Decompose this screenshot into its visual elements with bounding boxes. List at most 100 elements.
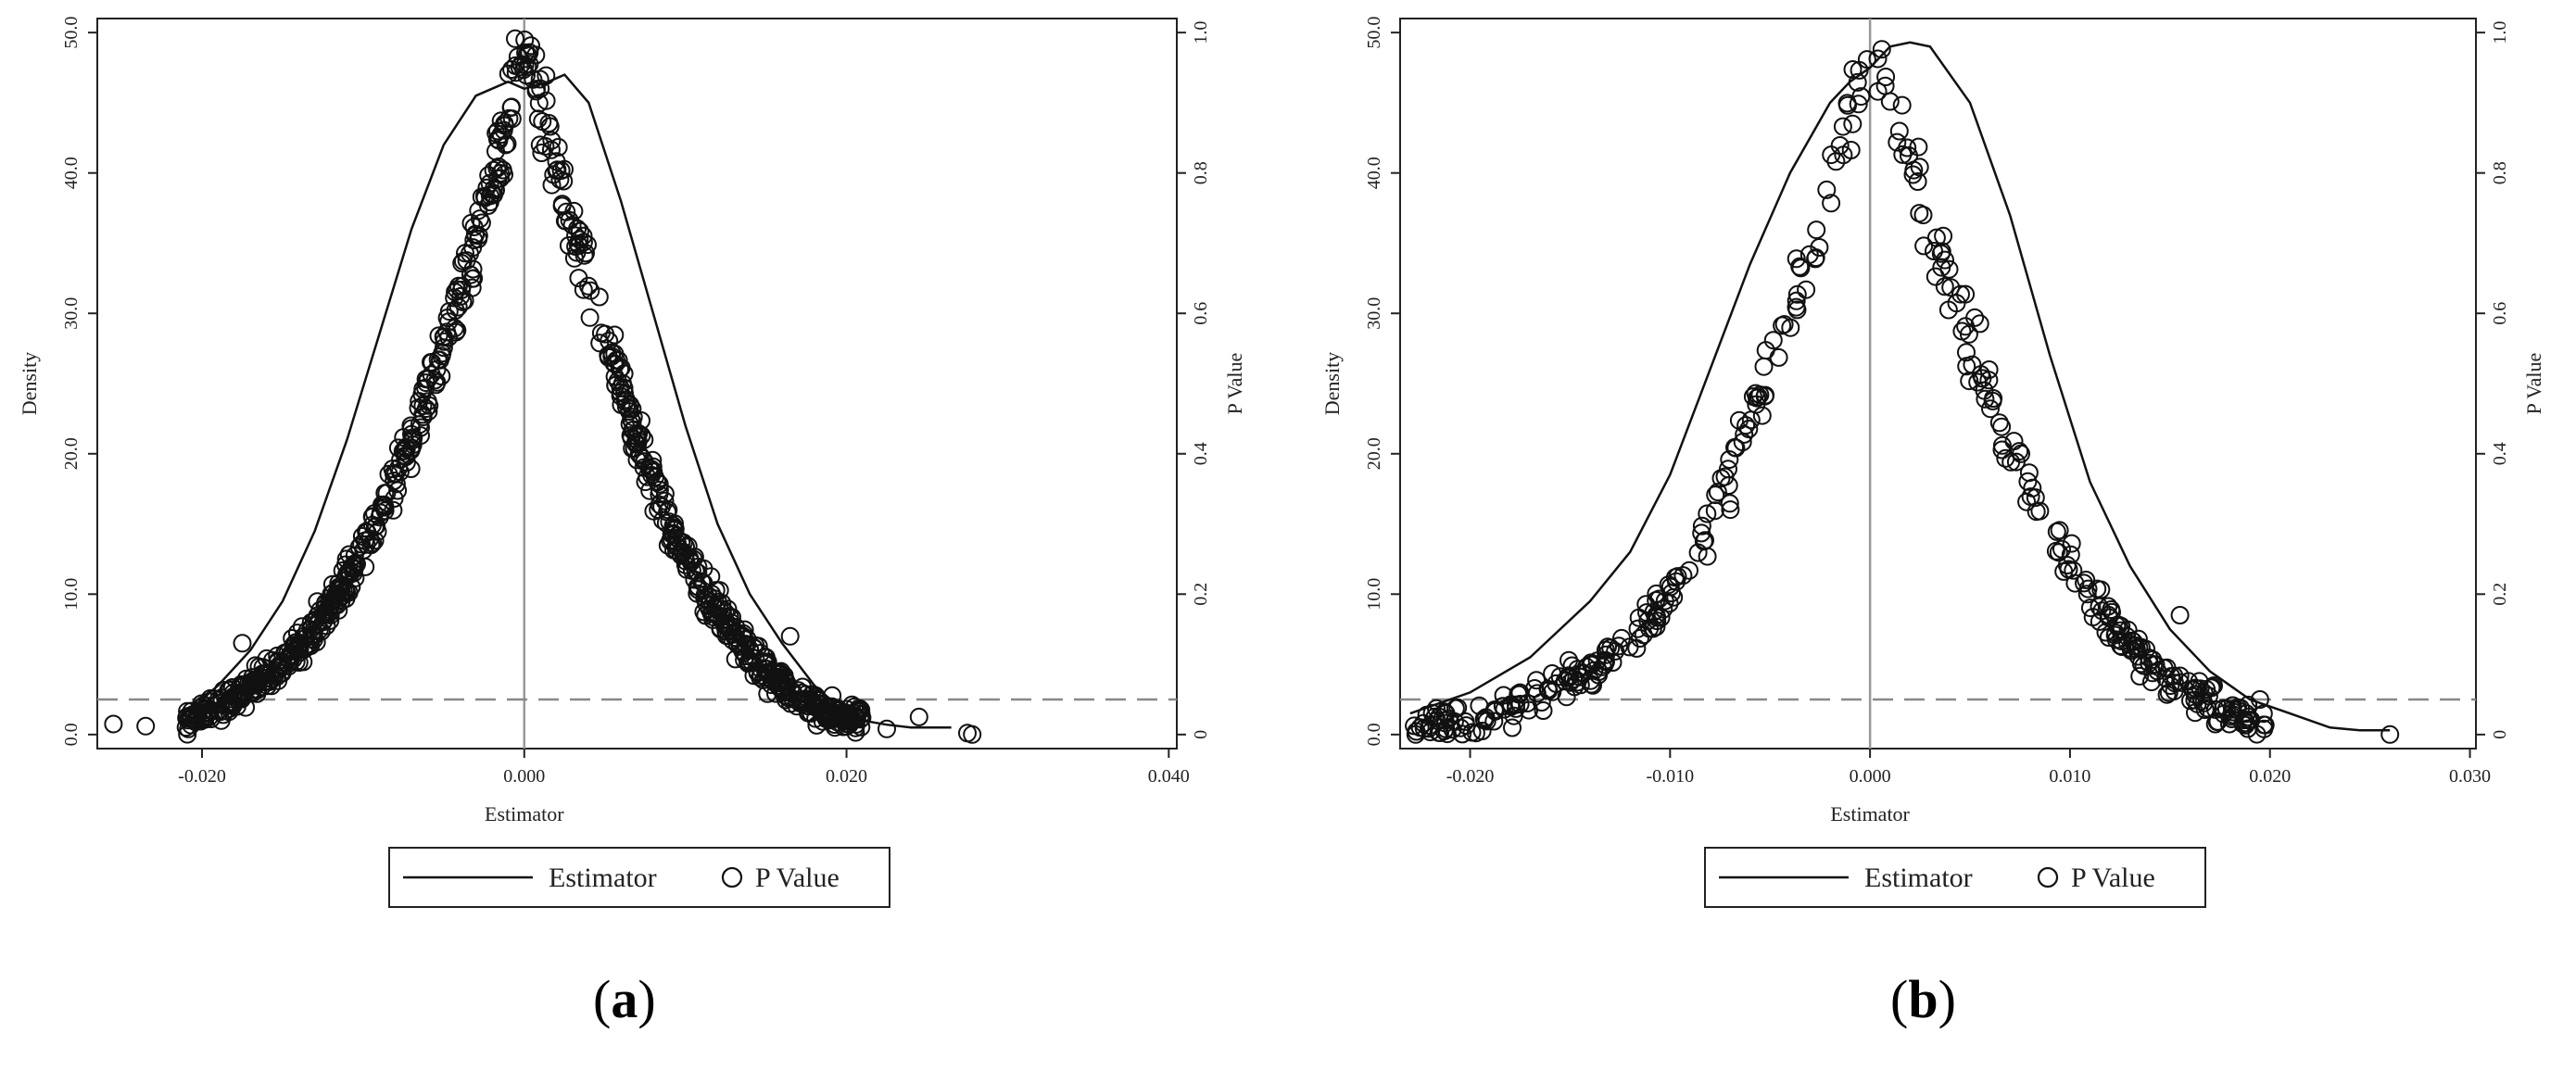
- p-value-point: [666, 536, 686, 556]
- p-value-point: [2050, 521, 2069, 540]
- p-value-point: [491, 125, 511, 145]
- p-value-point: [499, 108, 519, 128]
- p-value-point: [735, 650, 754, 670]
- chart-b: -0.020 -0.010 0.000 0.010 0.020 0.030 Estimato…: [1320, 17, 2545, 908]
- p-value-point: [284, 636, 303, 655]
- p-value-point: [474, 187, 494, 206]
- p-value-point: [1951, 284, 1970, 304]
- p-value-point: [2191, 679, 2210, 699]
- p-value-point: [1973, 369, 1992, 388]
- p-value-point: [536, 136, 555, 156]
- p-value-point: [2004, 432, 2024, 451]
- p-value-point: [620, 399, 639, 419]
- p-value-point: [2099, 597, 2118, 616]
- p-value-point: [2065, 573, 2085, 593]
- p-value-point: [1725, 437, 1744, 457]
- p-value-point: [362, 534, 382, 553]
- p-value-point: [575, 246, 594, 265]
- y-left-tick-label: 30.0: [1364, 297, 1384, 330]
- p-value-point: [688, 577, 708, 597]
- p-value-point: [386, 464, 406, 483]
- p-value-point: [2122, 641, 2140, 661]
- p-value-point: [574, 280, 593, 299]
- p-value-point: [1868, 49, 1888, 69]
- p-value-point: [1736, 416, 1756, 435]
- p-value-point: [491, 169, 510, 188]
- legend-label-estimator: Estimator: [549, 863, 657, 893]
- p-value-point: [344, 556, 363, 574]
- p-value-point: [1582, 655, 1601, 674]
- x-tick-label: 0.020: [826, 766, 867, 787]
- p-value-point: [1470, 696, 1489, 715]
- p-value-point: [542, 175, 562, 195]
- p-value-point: [662, 524, 681, 544]
- p-value-point: [356, 557, 375, 576]
- p-value-point: [555, 159, 574, 179]
- p-value-point: [446, 283, 465, 302]
- p-value-point: [2130, 666, 2150, 686]
- p-value-point: [2185, 685, 2204, 704]
- p-value-point: [1503, 718, 1522, 737]
- p-value-point: [1620, 637, 1639, 657]
- p-value-point: [1698, 504, 1717, 523]
- p-value-point: [2054, 561, 2074, 581]
- p-value-point: [1439, 709, 1458, 728]
- p-value-point: [1910, 204, 1929, 223]
- p-value-point: [1996, 448, 2015, 468]
- panel-label-b: (b): [1890, 969, 1956, 1029]
- p-value-point: [1510, 695, 1530, 713]
- p-value-point: [1981, 399, 2000, 419]
- p-value-point: [283, 641, 302, 661]
- p-value-point: [506, 56, 525, 75]
- p-value-point: [1909, 137, 1928, 157]
- p-value-point: [2148, 662, 2167, 681]
- p-value-point: [365, 531, 385, 550]
- p-value-point: [531, 79, 550, 98]
- y-right-tick-label: 0.8: [1191, 161, 1211, 184]
- p-value-point: [1543, 682, 1562, 701]
- p-value-point: [1720, 494, 1739, 513]
- p-value-point: [2026, 488, 2045, 508]
- y-right-tick-label: 0.4: [1191, 442, 1211, 465]
- p-value-point: [671, 546, 690, 565]
- p-value-point: [195, 695, 214, 714]
- p-value-point: [625, 439, 644, 458]
- p-value-point: [660, 512, 679, 532]
- p-value-point: [1787, 284, 1807, 304]
- p-value-point: [2157, 658, 2177, 677]
- p-value-point: [1518, 694, 1537, 712]
- p-value-point: [629, 445, 649, 464]
- p-value-point: [494, 120, 513, 140]
- p-value-point: [1773, 316, 1792, 335]
- p-value-point: [806, 686, 826, 705]
- p-value-point: [1749, 387, 1768, 407]
- p-value-point: [233, 634, 252, 653]
- p-value-point: [1908, 172, 1927, 191]
- p-value-point: [422, 353, 440, 372]
- p-value-point: [650, 480, 669, 499]
- y-right-tick-label: 0.6: [1191, 302, 1211, 325]
- p-value-point: [1747, 395, 1766, 414]
- p-value-point: [1698, 547, 1717, 566]
- p-value-point: [1976, 389, 1995, 409]
- p-value-point: [1659, 575, 1678, 595]
- p-value-point: [1550, 667, 1570, 687]
- p-value-point: [352, 526, 372, 546]
- p-value-point: [506, 29, 524, 48]
- p-value-point: [425, 371, 445, 390]
- p-value-point: [435, 328, 453, 346]
- p-value-point: [1841, 141, 1861, 159]
- p-value-point: [2049, 543, 2068, 562]
- p-value-point: [1843, 114, 1863, 133]
- p-value-point: [733, 627, 752, 647]
- p-value-point: [1756, 341, 1775, 360]
- p-value-point: [1889, 121, 1909, 141]
- p-value-point: [1534, 701, 1553, 720]
- p-value-point: [1527, 671, 1547, 690]
- p-value-point: [780, 626, 800, 646]
- chart-panel-b: -0.020 -0.010 0.000 0.010 0.020 0.030 Estimato…: [1288, 0, 2576, 1071]
- p-value-point: [2090, 597, 2109, 616]
- p-value-point: [568, 234, 587, 253]
- p-value-point: [1565, 677, 1585, 697]
- p-value-point: [1673, 566, 1693, 586]
